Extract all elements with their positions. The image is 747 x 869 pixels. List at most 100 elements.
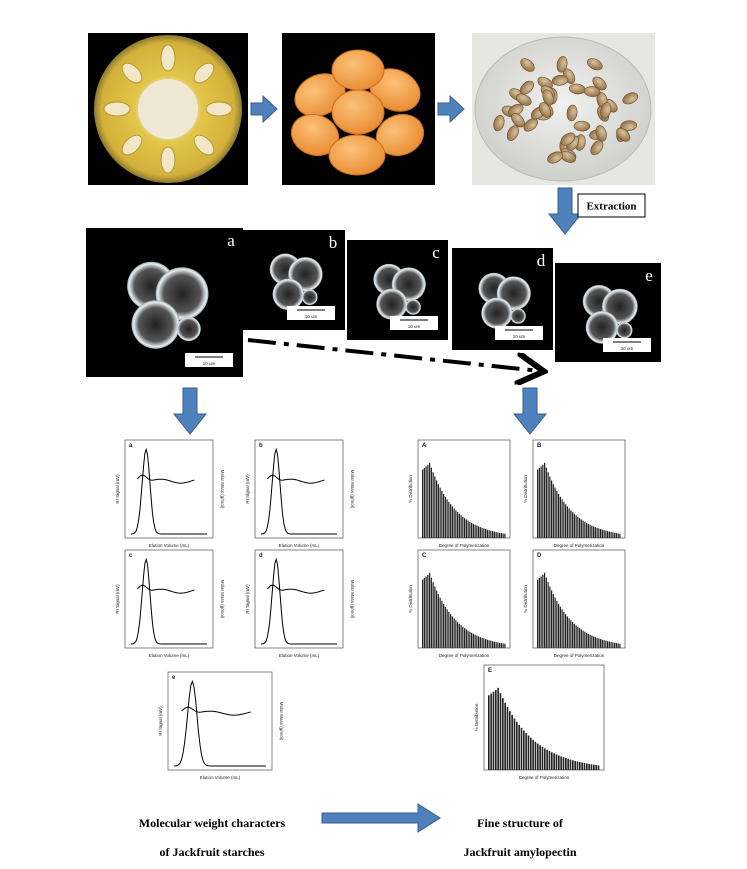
dp-bar [574, 760, 576, 770]
dp-bar [561, 609, 563, 648]
scale-label: 10 um [621, 346, 634, 351]
granule [616, 322, 633, 339]
dp-bar [580, 519, 582, 538]
dp-bar [614, 642, 616, 648]
dp-bar [601, 529, 603, 538]
dp-bar [588, 763, 590, 770]
dp-bar [544, 748, 546, 770]
dp-bar [471, 632, 473, 648]
dp-bar [478, 636, 480, 648]
scale-label: 10 um [513, 334, 526, 339]
dp-bar [610, 642, 612, 648]
dp-bar [476, 635, 478, 648]
extraction-label: Extraction [586, 201, 636, 213]
dp-bar [573, 623, 575, 648]
y-axis-title: % Distribution [523, 475, 528, 503]
dp-bar [434, 586, 436, 648]
seed [620, 120, 637, 132]
dp-bar [488, 530, 490, 538]
dp-bar [516, 721, 518, 770]
dp-bar [584, 631, 586, 648]
dp-bar [423, 578, 425, 648]
dp-bar [542, 574, 544, 648]
panel-label: c [129, 553, 133, 559]
dp-bar [612, 532, 614, 538]
dp-bar [481, 637, 483, 648]
panel-letter: c [432, 243, 440, 262]
dp-bar [565, 614, 567, 648]
dp-bar [617, 533, 619, 538]
dp-bar [455, 620, 457, 648]
dp-bar [555, 754, 558, 770]
x-axis-title: Degree of Polymerization [439, 543, 490, 548]
dp-bar [483, 638, 485, 648]
dp-bar [559, 606, 561, 648]
panel-label: a [129, 443, 133, 449]
panel-letter: d [537, 251, 546, 270]
dp-bar [486, 529, 488, 538]
granule [272, 278, 305, 311]
ri-curve [173, 679, 266, 767]
dp-bar [499, 642, 501, 648]
dp-bar [425, 576, 427, 648]
arrow [437, 94, 465, 124]
y-axis-title: RI Signal (mV) [115, 474, 120, 504]
dp-bar [605, 640, 607, 648]
dp-bar [605, 530, 607, 538]
micrograph: a 10 um [86, 228, 243, 377]
dp-bar [563, 501, 565, 538]
dp-bar [485, 529, 487, 538]
dp-bar [453, 508, 455, 538]
dp-bar [525, 733, 527, 770]
dp-bar [492, 531, 494, 538]
dp-bar [582, 520, 584, 538]
dp-bar [462, 516, 464, 538]
plot-frame [254, 549, 344, 649]
dp-bar [497, 532, 499, 538]
dp-bar [509, 711, 511, 770]
gpc-panel: d Elution Volume (mL) RI Signal (mV) Molar … [245, 549, 355, 658]
mass-curve [266, 584, 325, 594]
extraction-box [577, 193, 646, 218]
dp-bar [600, 639, 602, 648]
dp-bar [443, 493, 445, 538]
dp-bar [538, 578, 540, 648]
dp-bar [612, 642, 614, 648]
arrow [512, 387, 548, 435]
micrograph: b 10 um [243, 230, 345, 330]
dp-bar [432, 472, 434, 538]
seed [556, 56, 568, 73]
dp-bar [469, 521, 471, 538]
dp-bar [608, 641, 610, 648]
dp-bar [584, 521, 586, 538]
mass-curve [136, 474, 195, 484]
dp-bar [540, 576, 542, 648]
panel-label: e [172, 675, 176, 681]
seed [538, 102, 551, 118]
ri-curve [130, 447, 207, 535]
dp-bar [458, 623, 460, 648]
dp-bar [577, 516, 579, 538]
dp-bar [511, 714, 513, 770]
caption: Molecular weight characters [139, 816, 286, 830]
y-axis-title: RI Signal (mV) [115, 584, 120, 614]
dp-bar [554, 487, 556, 538]
y2-axis-title: Molar Mass (g/mol) [220, 580, 225, 619]
dp-bar [499, 532, 501, 538]
dp-bar [553, 753, 555, 770]
seed [586, 58, 603, 71]
dp-bar [582, 630, 584, 648]
dp-bar [472, 523, 474, 538]
dp-bar [476, 525, 478, 538]
x-axis-title: Elution Volume (mL) [279, 653, 320, 658]
dp-bar [538, 468, 540, 538]
seed [573, 120, 591, 132]
dp-bar [576, 761, 579, 770]
arrow [172, 387, 208, 435]
y-axis-title: % Distribution [523, 585, 528, 613]
dp-bar [590, 764, 593, 770]
dp-bar [425, 466, 427, 538]
dp-bar [545, 577, 547, 648]
dp-bar [594, 527, 596, 538]
dp-bar [499, 693, 502, 770]
